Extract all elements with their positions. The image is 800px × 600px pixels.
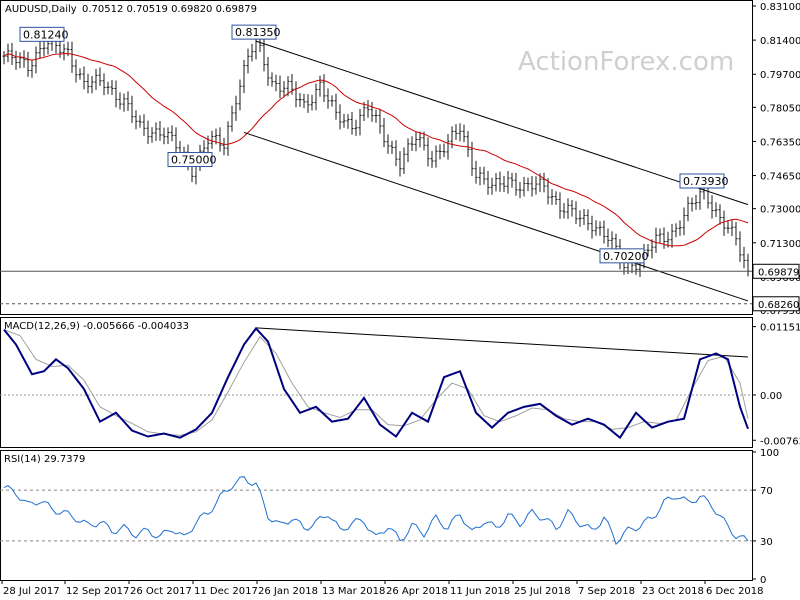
- price-annotation-label: 0.70200: [603, 250, 649, 263]
- price-layer: 0.81240 0.81350 0.75000 0.73930 0.70200: [0, 24, 752, 305]
- x-tick-label: 28 Jul 2017: [3, 586, 60, 597]
- y-tick-label: -0.007634: [760, 436, 800, 447]
- price-annotation-label: 0.75000: [171, 154, 217, 167]
- x-tick-label: 13 Mar 2018: [322, 586, 385, 597]
- x-tick-label: 26 Jan 2018: [258, 586, 318, 597]
- rsi-layer: [0, 476, 752, 545]
- price-annotation-box: [19, 26, 65, 42]
- price-annotation-label: 0.81350: [235, 26, 281, 39]
- price-panel-frame: [0, 0, 753, 315]
- channel-trendline: [243, 131, 749, 302]
- rsi-title: RSI(14) 29.7379: [4, 454, 85, 465]
- y-tick-label: 0: [760, 575, 766, 586]
- price-tag-box: [752, 296, 800, 312]
- y-tick-label: 0.83100: [760, 2, 800, 13]
- y-tick-label: 0.81400: [760, 36, 800, 47]
- y-tick-label: 70: [760, 486, 773, 497]
- y-tick-label: 0.71300: [760, 239, 800, 250]
- price-annotation-label: 0.81240: [23, 28, 69, 41]
- y-tick-label: 0.74650: [760, 172, 800, 183]
- macd-line: [3, 326, 749, 440]
- price-ohlc-label: 0.70512 0.70519 0.69820 0.69879: [82, 4, 257, 15]
- price-tag-box: [752, 263, 800, 279]
- x-tick-label: 26 Apr 2018: [386, 586, 448, 597]
- price-annotation-box: [679, 173, 725, 189]
- price-chart-title: AUDUSD,Daily: [5, 4, 77, 15]
- rsi-y-axis: 100 70 30 0: [752, 448, 779, 586]
- watermark: ActionForex.com: [518, 47, 734, 77]
- y-tick-label: 0.011517: [760, 323, 800, 334]
- y-tick-label: 0.67950: [760, 306, 800, 317]
- x-tick-label: 12 Sep 2017: [66, 586, 129, 597]
- price-annotation-label: 0.73930: [683, 175, 729, 188]
- y-tick-label: 0.00: [760, 391, 782, 402]
- price-annotation-box: [231, 24, 277, 40]
- x-tick-label: 25 Jul 2018: [514, 586, 571, 597]
- price-y-axis: 0.83100 0.81400 0.79700 0.78050 0.76350 0.746…: [752, 2, 800, 317]
- price-tag-label: 0.68260: [758, 300, 799, 311]
- macd-title: MACD(12,26,9) -0.005666 -0.004033: [4, 321, 189, 332]
- macd-layer: [0, 326, 752, 440]
- macd-panel-frame: [0, 317, 753, 448]
- y-tick-label: 0.76350: [760, 137, 800, 148]
- y-tick-label: 100: [760, 448, 779, 459]
- x-tick-label: 7 Sep 2018: [578, 586, 635, 597]
- y-tick-label: 0.73000: [760, 205, 800, 216]
- x-tick-label: 11 Dec 2017: [194, 586, 258, 597]
- rsi-line: [3, 476, 749, 545]
- x-tick-label: 6 Dec 2018: [706, 586, 764, 597]
- channel-trendline: [255, 40, 749, 206]
- y-tick-label: 30: [760, 537, 773, 548]
- macd-y-axis: 0.011517 0.00 -0.007634: [752, 323, 800, 447]
- price-annotation-box: [599, 248, 645, 264]
- x-axis: 28 Jul 2017 12 Sep 2017 26 Oct 2017 11 Dec …: [1, 580, 764, 597]
- price-annotation-box: [167, 152, 213, 168]
- macd-signal-line: [3, 329, 749, 436]
- macd-trendline: [255, 327, 749, 358]
- y-tick-label: 0.79700: [760, 70, 800, 81]
- moving-average-line: [3, 52, 749, 247]
- price-tag-label: 0.69879: [758, 267, 799, 278]
- x-tick-label: 23 Oct 2018: [642, 586, 704, 597]
- x-tick-label: 26 Oct 2017: [130, 586, 192, 597]
- x-tick-label: 11 Jun 2018: [450, 586, 510, 597]
- rsi-panel-frame: [0, 450, 753, 581]
- y-tick-label: 0.78050: [760, 103, 800, 114]
